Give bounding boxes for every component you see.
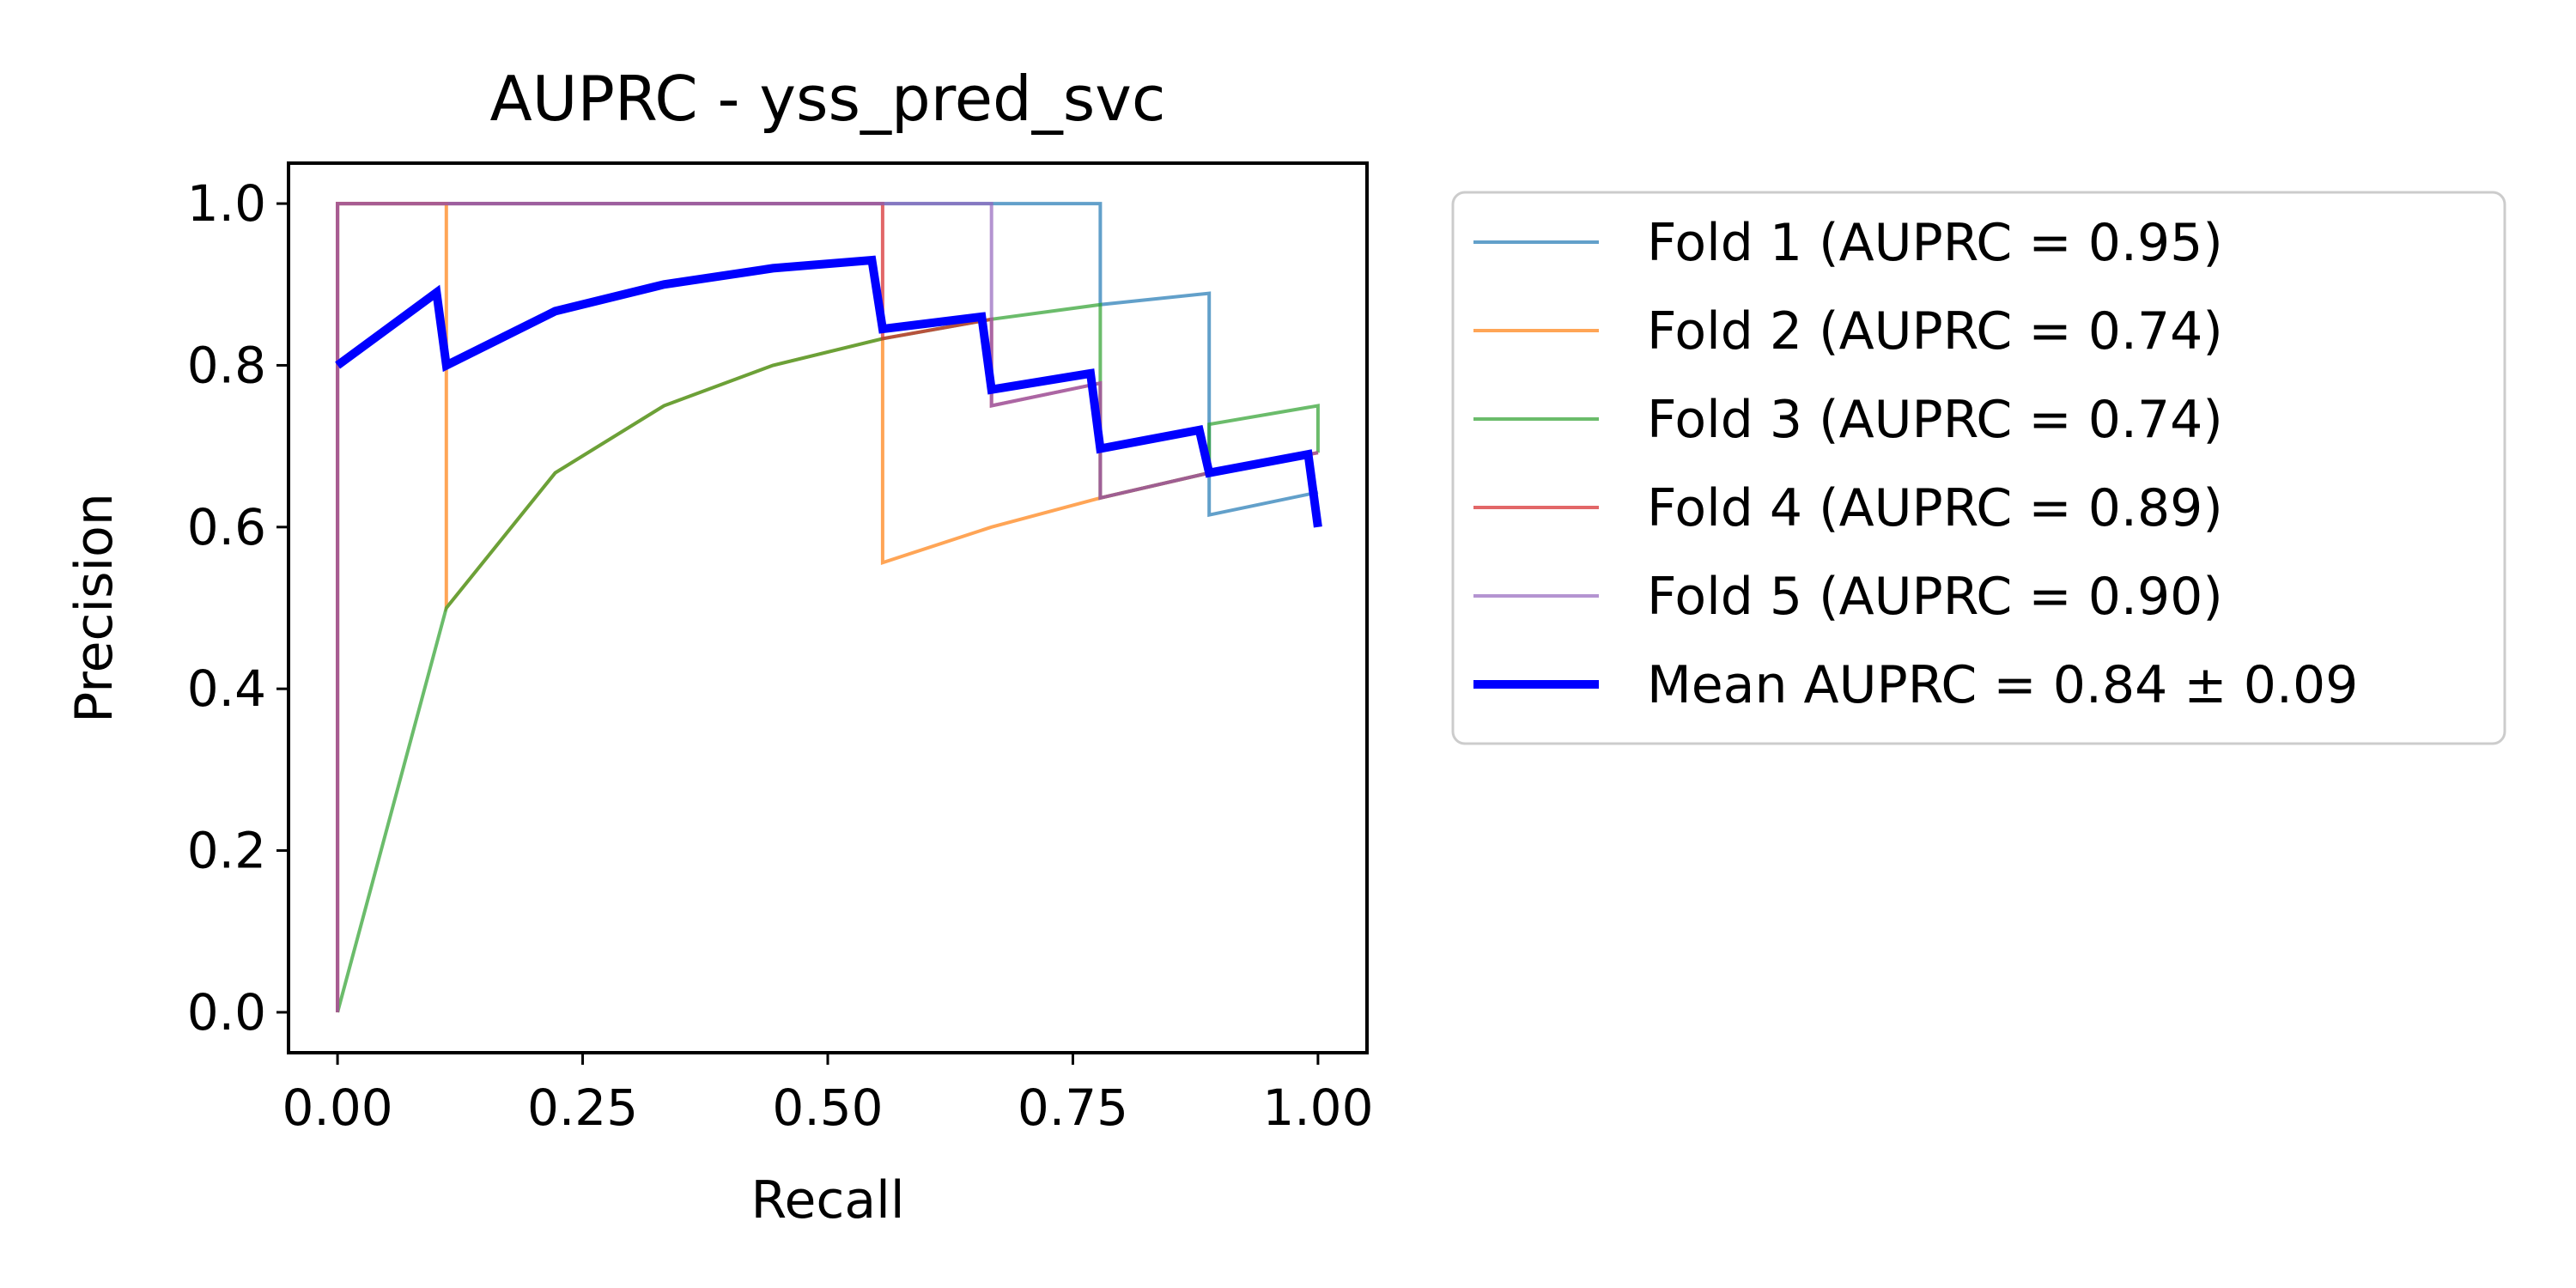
legend: Fold 1 (AUPRC = 0.95) Fold 2 (AUPRC = 0.7… [1451,191,2506,745]
series-line-fold-4 [336,202,1319,1012]
x-tick-label: 0.50 [772,1078,883,1137]
legend-label-fold-3-auprc-0-74: Fold 3 (AUPRC = 0.74) [1647,390,2223,450]
chart-title: AUPRC - yss_pred_svc [490,63,1166,135]
y-tick-label: 0.8 [187,336,266,394]
x-tick-label: 0.00 [283,1078,393,1137]
legend-label-fold-2-auprc-0-74: Fold 2 (AUPRC = 0.74) [1647,301,2223,361]
legend-label-fold-5-auprc-0-90: Fold 5 (AUPRC = 0.90) [1647,567,2223,627]
plot-frame [287,161,1369,1054]
y-axis-label: Precision [64,493,125,723]
x-tick-label: 0.25 [527,1078,638,1137]
y-tick-label: 0.0 [187,983,266,1042]
legend-label-fold-1-auprc-0-95: Fold 1 (AUPRC = 0.95) [1647,213,2223,273]
series-line-fold-3 [336,302,1320,1013]
legend-label-mean-auprc-0-84-0-09: Mean AUPRC = 0.84 ± 0.09 [1647,655,2358,715]
series-layer [335,202,1322,1013]
x-tick-label: 0.75 [1018,1078,1128,1137]
series-line-fold-5 [336,202,1319,1012]
series-line-mean [335,255,1322,528]
x-axis-label: Recall [750,1170,904,1230]
series-line-fold-2 [336,202,1319,1012]
axis-ticks: 0.00 0.25 0.50 0.75 1.00 0.0 0.2 0.4 0.6 0.8 1.0 [187,174,1374,1137]
legend-frame [1451,191,2506,745]
y-tick-label: 0.4 [187,659,266,718]
series-line-fold-1 [336,202,1319,1012]
y-tick-label: 1.0 [187,174,266,233]
x-tick-label: 1.00 [1262,1078,1373,1137]
legend-label-fold-4-auprc-0-89: Fold 4 (AUPRC = 0.89) [1647,478,2223,538]
y-tick-label: 0.2 [187,822,266,880]
y-tick-label: 0.6 [187,498,266,556]
